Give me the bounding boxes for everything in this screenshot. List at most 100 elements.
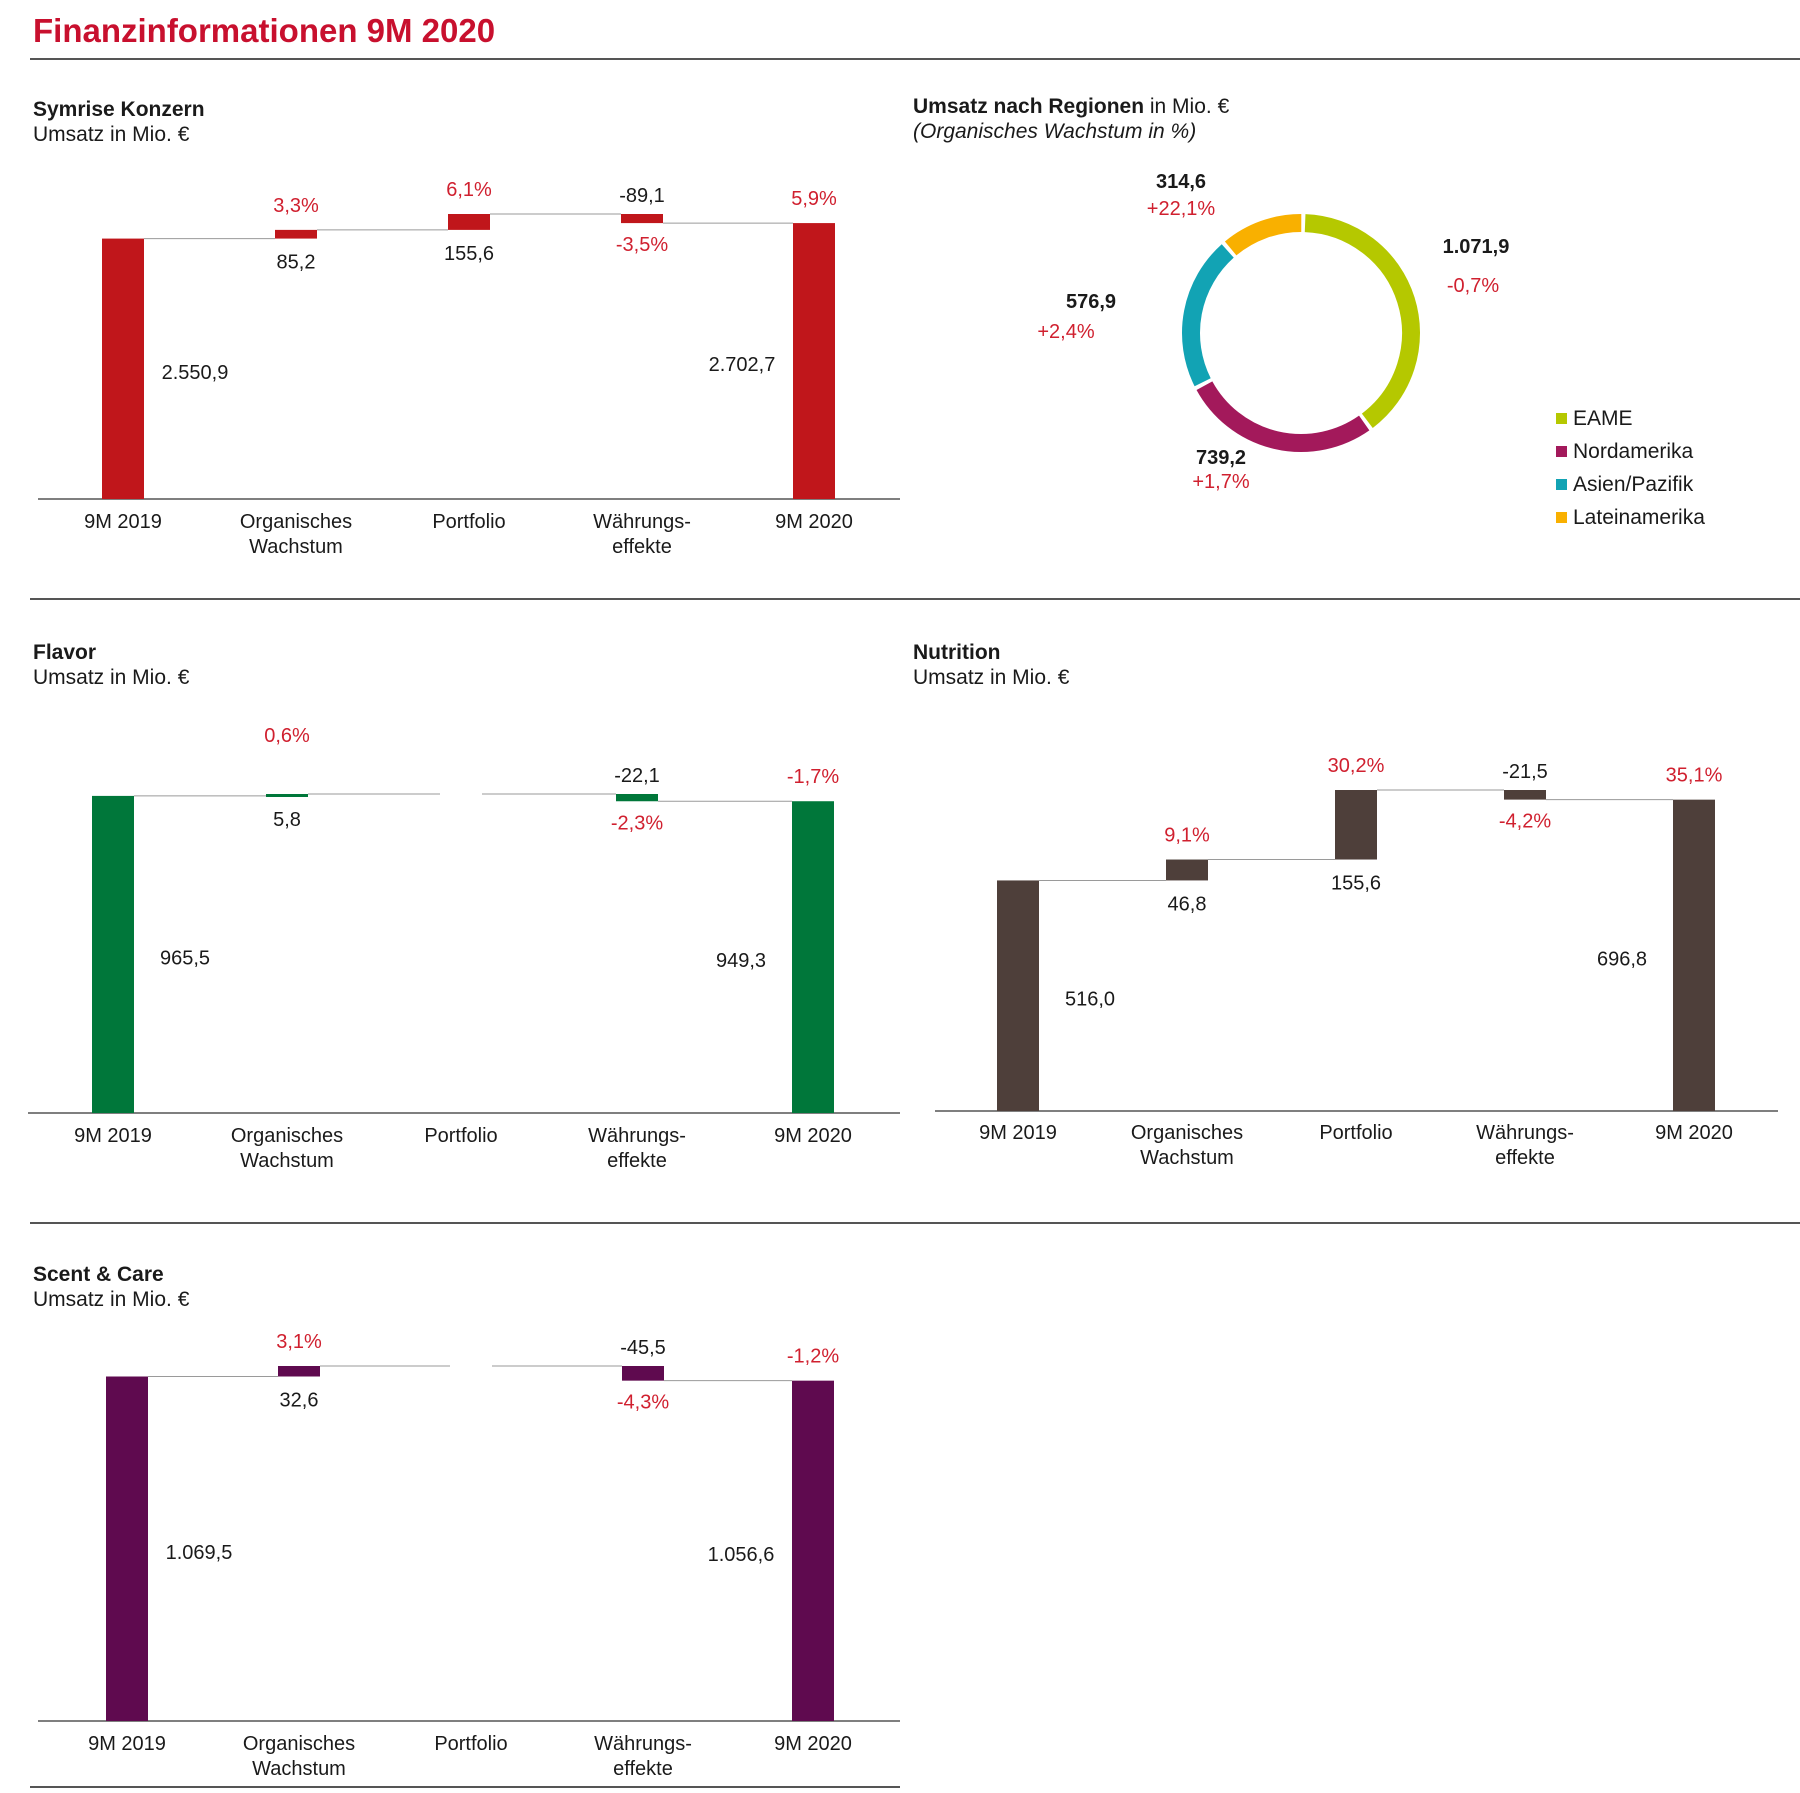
scent-pct-label-3: -4,3% (617, 1392, 669, 1414)
nutrition-value-label-3: -21,5 (1502, 761, 1548, 783)
konzern-pct-label-4: 5,9% (791, 188, 837, 210)
scent-category-label-3-0: Währungs- (594, 1733, 692, 1755)
flavor-category-label-1-0: Organisches (231, 1125, 343, 1147)
scent-title: Scent & Care (33, 1263, 164, 1286)
konzern-pct-label-2: 6,1% (446, 179, 492, 201)
flavor-category-label-1-1: Wachstum (240, 1150, 334, 1172)
konzern-category-label-3-0: Währungs- (593, 511, 691, 533)
flavor-title: Flavor (33, 641, 97, 664)
flavor-value-label-3: -22,1 (614, 765, 660, 787)
konzern-category-label-1-1: Wachstum (249, 536, 343, 558)
konzern-category-label-1-0: Organisches (240, 511, 352, 533)
konzern-bar-0 (102, 238, 144, 499)
legend-item-nordamerika: Nordamerika (1556, 435, 1705, 468)
nutrition-pct-label-4: 35,1% (1666, 765, 1723, 787)
konzern-value-label-3: -89,1 (619, 185, 665, 207)
nutrition-pct-label-1: 9,1% (1164, 825, 1210, 847)
donut-value-label-1: 739,2 (1196, 447, 1246, 469)
regions-subtitle: (Organisches Wachstum in %) (913, 120, 1197, 143)
nutrition-pct-label-3: -4,2% (1499, 811, 1551, 833)
nutrition-value-label-1: 46,8 (1168, 893, 1207, 915)
flavor-category-label-0-0: 9M 2019 (74, 1125, 152, 1147)
nutrition-subtitle: Umsatz in Mio. € (913, 666, 1070, 689)
donut-value-label-0: 1.071,9 (1443, 236, 1510, 258)
flavor-bar-4 (792, 801, 834, 1113)
regions-title: Umsatz nach Regionen (913, 95, 1145, 118)
flavor-pct-label-1: 0,6% (264, 725, 310, 747)
flavor-pct-label-4: -1,7% (787, 766, 839, 788)
flavor-pct-label-3: -2,3% (611, 812, 663, 834)
flavor-bar-0 (92, 795, 134, 1113)
konzern-value-label-2: 155,6 (444, 243, 494, 265)
legend-label-nordamerika: Nordamerika (1573, 439, 1694, 463)
scent-value-label-1: 32,6 (280, 1390, 319, 1412)
nutrition-category-label-3-1: effekte (1495, 1147, 1555, 1169)
regions-header: Umsatz nach Regionen in Mio. € (Organisc… (913, 94, 1229, 144)
legend-label-asien: Asien/Pazifik (1573, 472, 1694, 496)
konzern-bar-1 (275, 229, 317, 239)
donut-growth-label-1: +1,7% (1192, 471, 1249, 493)
nutrition-category-label-3-0: Währungs- (1476, 1122, 1574, 1144)
nutrition-value-label-4: 696,8 (1597, 948, 1647, 970)
legend-label-eame: EAME (1573, 406, 1633, 430)
scent-header: Scent & Care Umsatz in Mio. € (33, 1262, 189, 1312)
regions-title-suffix: in Mio. € (1144, 95, 1230, 118)
nutrition-pct-label-2: 30,2% (1328, 755, 1385, 777)
legend-label-lateinamerika: Lateinamerika (1573, 505, 1705, 529)
nutrition-category-label-1-0: Organisches (1131, 1122, 1243, 1144)
flavor-subtitle: Umsatz in Mio. € (33, 666, 190, 689)
scent-bar-4 (792, 1380, 834, 1721)
title-rule (30, 58, 1800, 60)
donut-growth-label-2: +2,4% (1037, 321, 1094, 343)
scent-value-label-4: 1.056,6 (708, 1544, 775, 1566)
konzern-bar-4 (793, 223, 835, 499)
nutrition-category-label-2-0: Portfolio (1319, 1122, 1392, 1144)
donut-growth-label-3: +22,1% (1147, 198, 1216, 220)
nutrition-bar-1 (1166, 859, 1208, 881)
konzern-value-label-1: 85,2 (277, 252, 316, 274)
konzern-value-label-4: 2.702,7 (709, 354, 776, 376)
nutrition-bar-3 (1504, 790, 1546, 800)
nutrition-value-label-2: 155,6 (1331, 873, 1381, 895)
scent-category-label-0-0: 9M 2019 (88, 1733, 166, 1755)
section-rule-2 (30, 1222, 1800, 1224)
scent-bar-3 (622, 1366, 664, 1381)
scent-category-label-1-1: Wachstum (252, 1758, 346, 1780)
konzern-title: Symrise Konzern (33, 98, 205, 121)
scent-pct-label-1: 3,1% (276, 1331, 322, 1353)
donut-value-label-2: 576,9 (1066, 291, 1116, 313)
nutrition-header: Nutrition Umsatz in Mio. € (913, 640, 1069, 690)
konzern-bar-3 (621, 214, 663, 224)
nutrition-category-label-4-0: 9M 2020 (1655, 1122, 1733, 1144)
konzern-category-label-4-0: 9M 2020 (775, 511, 853, 533)
nutrition-bar-0 (997, 880, 1039, 1111)
konzern-pct-label-3: -3,5% (616, 234, 668, 256)
donut-slice-nordamerika (1196, 381, 1370, 452)
flavor-value-label-4: 949,3 (716, 950, 766, 972)
scent-category-label-4-0: 9M 2020 (774, 1733, 852, 1755)
donut-slice-asienpazifik (1182, 244, 1234, 387)
nutrition-bar-4 (1673, 799, 1715, 1111)
bottom-rule (30, 1786, 900, 1788)
scent-subtitle: Umsatz in Mio. € (33, 1288, 190, 1311)
flavor-category-label-3-1: effekte (607, 1150, 667, 1172)
nutrition-title: Nutrition (913, 641, 1001, 664)
flavor-bar-1 (266, 794, 308, 797)
regions-legend: EAME Nordamerika Asien/Pazifik Lateiname… (1556, 402, 1705, 534)
flavor-value-label-0: 965,5 (160, 947, 210, 969)
flavor-value-label-1: 5,8 (273, 809, 301, 831)
section-rule-1 (30, 598, 1800, 600)
flavor-category-label-3-0: Währungs- (588, 1125, 686, 1147)
scent-bar-0 (106, 1376, 148, 1721)
donut-value-label-3: 314,6 (1156, 171, 1206, 193)
flavor-header: Flavor Umsatz in Mio. € (33, 640, 189, 690)
konzern-category-label-3-1: effekte (612, 536, 672, 558)
scent-bar-1 (278, 1366, 320, 1377)
legend-item-asien: Asien/Pazifik (1556, 468, 1705, 501)
flavor-category-label-4-0: 9M 2020 (774, 1125, 852, 1147)
scent-category-label-2-0: Portfolio (434, 1733, 507, 1755)
legend-swatch-nordamerika (1556, 446, 1567, 457)
scent-value-label-0: 1.069,5 (166, 1542, 233, 1564)
donut-slice-lateinamerika (1224, 213, 1302, 256)
konzern-bar-2 (448, 214, 490, 230)
